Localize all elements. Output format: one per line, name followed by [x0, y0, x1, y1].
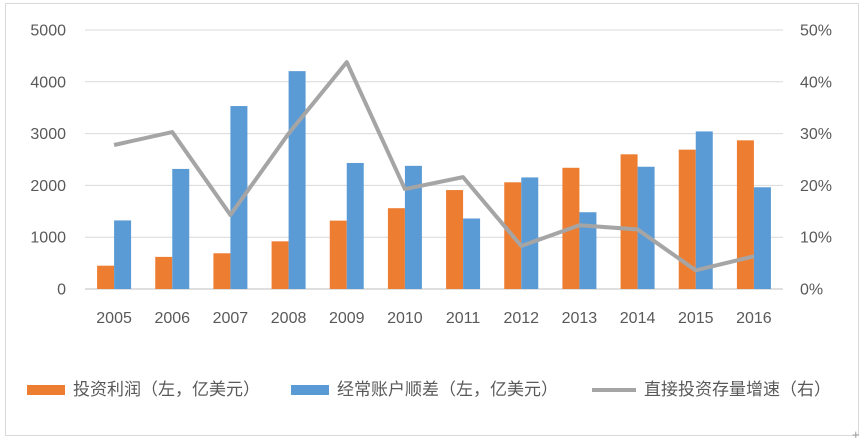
year-label: 2016: [736, 310, 772, 327]
year-label: 2006: [154, 310, 190, 327]
left-axis-tick-label: 3000: [30, 126, 66, 143]
bar-current-account-surplus: [346, 162, 364, 289]
year-label: 2014: [620, 310, 656, 327]
bar-investment-profit: [213, 253, 231, 289]
bar-current-account-surplus: [463, 218, 481, 289]
selection-handle-plus-icon: +: [852, 427, 860, 442]
bar-investment-profit: [155, 256, 173, 289]
year-label: 2010: [387, 310, 423, 327]
bar-current-account-surplus: [114, 220, 132, 289]
left-axis-tick-label: 2000: [30, 178, 66, 195]
bar-current-account-surplus: [753, 187, 771, 289]
right-axis-tick-label: 30%: [800, 126, 832, 143]
right-axis-tick-label: 0%: [800, 282, 823, 299]
bar-investment-profit: [271, 241, 289, 289]
bar-current-account-surplus: [288, 71, 306, 289]
bar-investment-profit: [620, 154, 638, 289]
year-label: 2007: [213, 310, 249, 327]
bar-current-account-surplus: [404, 165, 422, 289]
right-axis-tick-label: 20%: [800, 178, 832, 195]
left-axis-tick-label: 1000: [30, 230, 66, 247]
bar-investment-profit: [736, 140, 754, 289]
bar-investment-profit: [446, 190, 464, 289]
bar-current-account-surplus: [695, 131, 713, 289]
year-label: 2011: [446, 310, 481, 327]
left-axis-tick-label: 0: [57, 282, 66, 299]
left-axis-tick-label: 4000: [30, 74, 66, 91]
year-label: 2008: [271, 310, 307, 327]
chart-frame-border: [5, 3, 859, 436]
bar-current-account-surplus: [579, 212, 597, 289]
bar-current-account-surplus: [230, 106, 248, 290]
bar-current-account-surplus: [172, 168, 190, 289]
bar-current-account-surplus: [521, 177, 539, 289]
bar-investment-profit: [678, 149, 696, 289]
right-axis-tick-label: 40%: [800, 74, 832, 91]
bar-investment-profit: [329, 220, 347, 289]
right-axis-tick-label: 50%: [800, 23, 832, 40]
growth-rate-line: [113, 60, 755, 273]
right-axis-tick-label: 10%: [800, 230, 832, 247]
bar-investment-profit: [97, 265, 115, 289]
year-label: 2009: [329, 310, 365, 327]
year-label: 2013: [562, 310, 598, 327]
year-label: 2012: [503, 310, 539, 327]
left-axis-tick-label: 5000: [30, 23, 66, 40]
bar-investment-profit: [387, 208, 405, 289]
bar-current-account-surplus: [637, 166, 655, 289]
year-label: 2015: [678, 310, 714, 327]
year-label: 2005: [96, 310, 132, 327]
